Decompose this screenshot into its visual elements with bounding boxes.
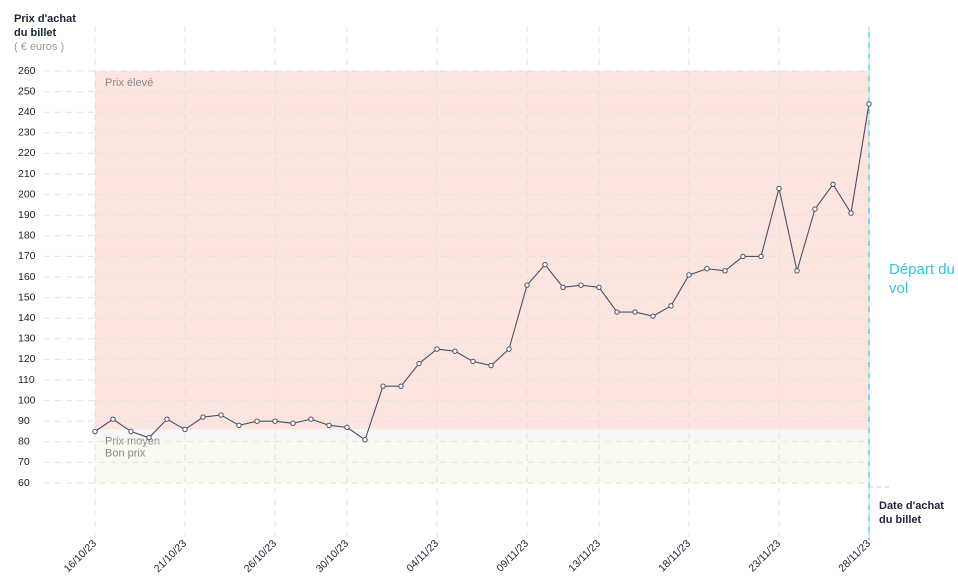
x-tick-label: 16/10/23 <box>62 537 99 574</box>
price-point <box>128 428 134 435</box>
price-point <box>704 266 710 272</box>
price-point <box>452 348 458 354</box>
y-tick-label: 160 <box>18 271 36 283</box>
price-point <box>110 416 116 422</box>
wrapped-title: Date d'achat du billet <box>879 500 944 526</box>
x-tick-label: 18/11/23 <box>656 537 693 574</box>
y-tick-label: 70 <box>18 456 30 468</box>
y-tick-label: 120 <box>18 353 36 365</box>
y-tick-label: 60 <box>18 477 30 489</box>
price-point <box>488 362 494 369</box>
price-point <box>686 272 692 278</box>
y-tick-label: 110 <box>18 374 35 386</box>
y-tick-label: 230 <box>18 127 36 139</box>
band-label: Bon prix <box>105 448 146 460</box>
price-point <box>560 284 566 290</box>
price-point <box>290 420 296 426</box>
y-tick-label: 220 <box>18 147 36 159</box>
price-point <box>344 424 350 431</box>
price-point <box>596 284 602 290</box>
y-unit: ( € euros ) <box>14 41 64 53</box>
price-point <box>236 422 242 429</box>
y-tick-label: 240 <box>18 106 36 118</box>
y-tick-label: 90 <box>18 415 30 427</box>
x-tick-label: 09/11/23 <box>494 537 531 574</box>
price-point <box>326 422 332 429</box>
y-tick-label: 260 <box>18 65 36 77</box>
y-tick-label: 150 <box>18 291 36 303</box>
price-point <box>398 383 404 389</box>
price-point <box>416 360 422 367</box>
price-point <box>218 412 224 418</box>
y-tick-label: 180 <box>18 230 36 242</box>
price-point <box>776 185 782 192</box>
y-tick-label: 250 <box>18 85 36 97</box>
wrapped-title: Départ du vol <box>889 261 955 297</box>
price-point <box>92 428 98 435</box>
price-point <box>650 313 656 319</box>
price-point <box>848 210 854 216</box>
x-tick-label: 23/11/23 <box>746 537 783 574</box>
y-tick-label: 200 <box>18 188 36 200</box>
x-tick-label: 28/11/23 <box>836 537 873 574</box>
price-point <box>380 383 386 389</box>
price-point <box>524 282 530 288</box>
price-point <box>164 416 170 422</box>
price-band <box>95 429 869 442</box>
band-label: Prix élevé <box>105 77 153 89</box>
price-point <box>830 181 836 188</box>
price-point <box>668 303 674 309</box>
price-point <box>470 358 476 365</box>
price-point <box>506 346 512 352</box>
x-tick-label: 21/10/23 <box>152 537 189 574</box>
price-point <box>866 101 872 107</box>
price-point <box>722 268 728 274</box>
y-tick-label: 80 <box>18 436 30 448</box>
y-tick-label: 170 <box>18 250 36 262</box>
price-point <box>434 346 440 352</box>
y-tick-label: 130 <box>18 333 36 345</box>
price-point <box>614 309 620 315</box>
x-tick-label: 04/11/23 <box>404 537 441 574</box>
price-point <box>200 414 206 420</box>
price-point <box>812 206 818 212</box>
price-point <box>146 434 152 441</box>
price-point <box>632 309 638 315</box>
y-tick-label: 140 <box>18 312 36 324</box>
price-point <box>182 426 188 433</box>
price-point <box>254 418 260 424</box>
price-point <box>542 261 548 268</box>
y-tick-label: 210 <box>18 168 36 180</box>
x-tick-label: 30/10/23 <box>314 537 351 574</box>
price-point <box>794 268 800 274</box>
x-tick-label: 13/11/23 <box>566 537 603 574</box>
price-line <box>94 103 870 441</box>
price-point <box>362 437 368 443</box>
price-point <box>758 253 764 260</box>
y-tick-label: 100 <box>18 394 36 406</box>
price-band <box>95 71 869 430</box>
wrapped-title: Prix d'achat du billet <box>14 13 76 39</box>
y-tick-label: 190 <box>18 209 36 221</box>
x-tick-label: 26/10/23 <box>242 537 279 574</box>
price-point <box>740 253 746 260</box>
price-point <box>308 416 314 422</box>
price-point <box>272 418 278 424</box>
price-point <box>578 282 584 288</box>
